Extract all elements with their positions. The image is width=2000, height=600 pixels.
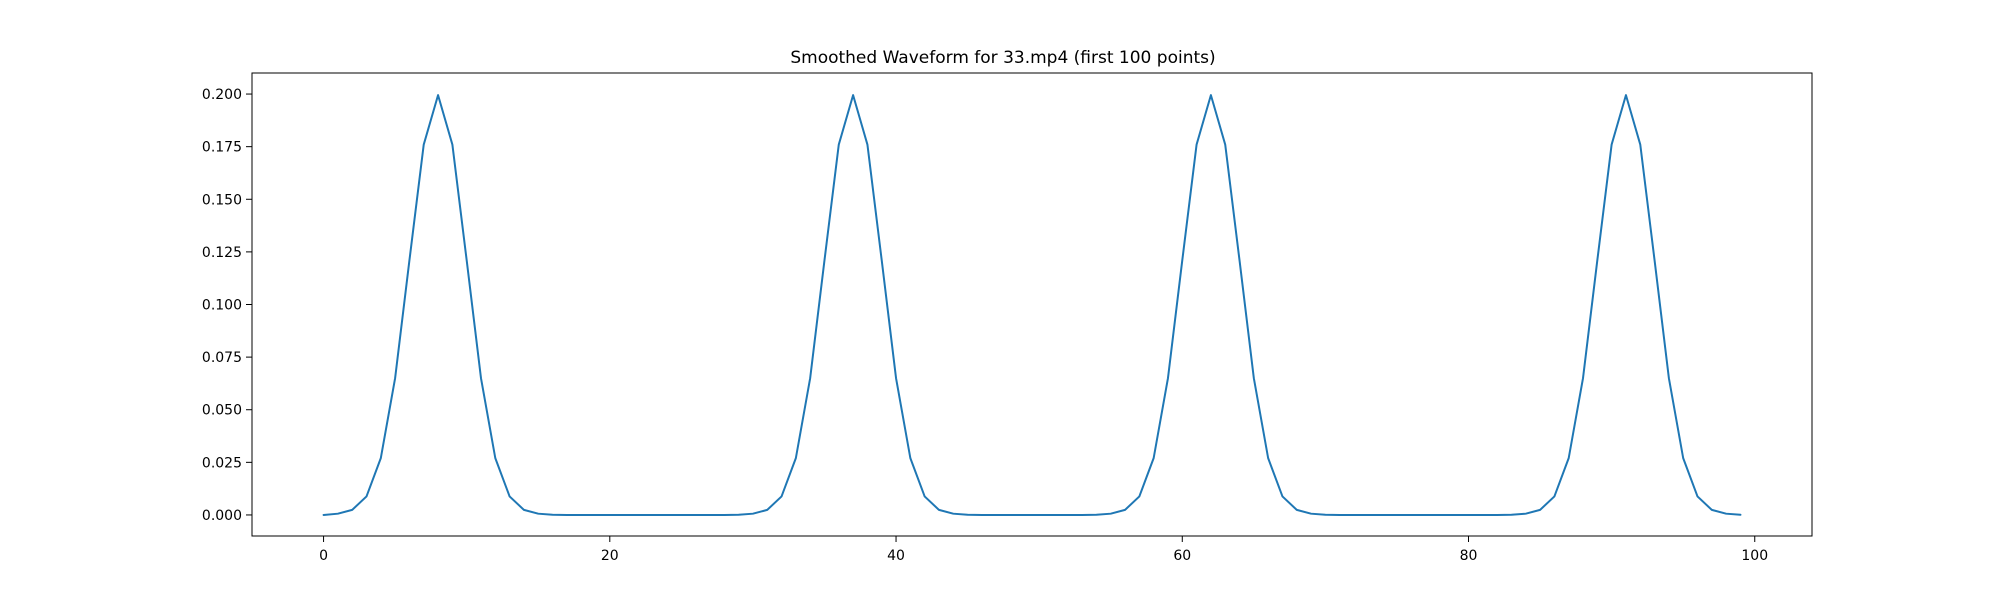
x-tick-label: 40	[887, 548, 905, 564]
y-tick-label: 0.100	[202, 298, 242, 314]
y-tick-label: 0.125	[202, 245, 242, 261]
series-line	[322, 94, 1742, 516]
x-tick-label: 100	[1741, 548, 1768, 564]
x-tick-label: 60	[1173, 548, 1191, 564]
x-axis: 0 20 40 60 80 100	[319, 536, 1768, 564]
x-tick-label: 20	[601, 548, 619, 564]
y-tick-label: 0.025	[202, 455, 242, 471]
y-tick-label: 0.175	[202, 140, 242, 156]
y-tick-label: 0.075	[202, 350, 242, 366]
y-axis: 0.000 0.025 0.050 0.075 0.100 0.125 0.150 0.175…	[202, 87, 252, 524]
y-tick-label: 0.000	[202, 508, 242, 524]
y-tick-label: 0.150	[202, 192, 242, 208]
y-tick-label: 0.200	[202, 87, 242, 103]
y-tick-label: 0.050	[202, 403, 242, 419]
x-tick-label: 80	[1460, 548, 1478, 564]
plot-area	[251, 72, 1813, 537]
chart-title: Smoothed Waveform for 33.mp4 (first 100 …	[790, 48, 1215, 68]
x-tick-label: 0	[319, 548, 328, 564]
